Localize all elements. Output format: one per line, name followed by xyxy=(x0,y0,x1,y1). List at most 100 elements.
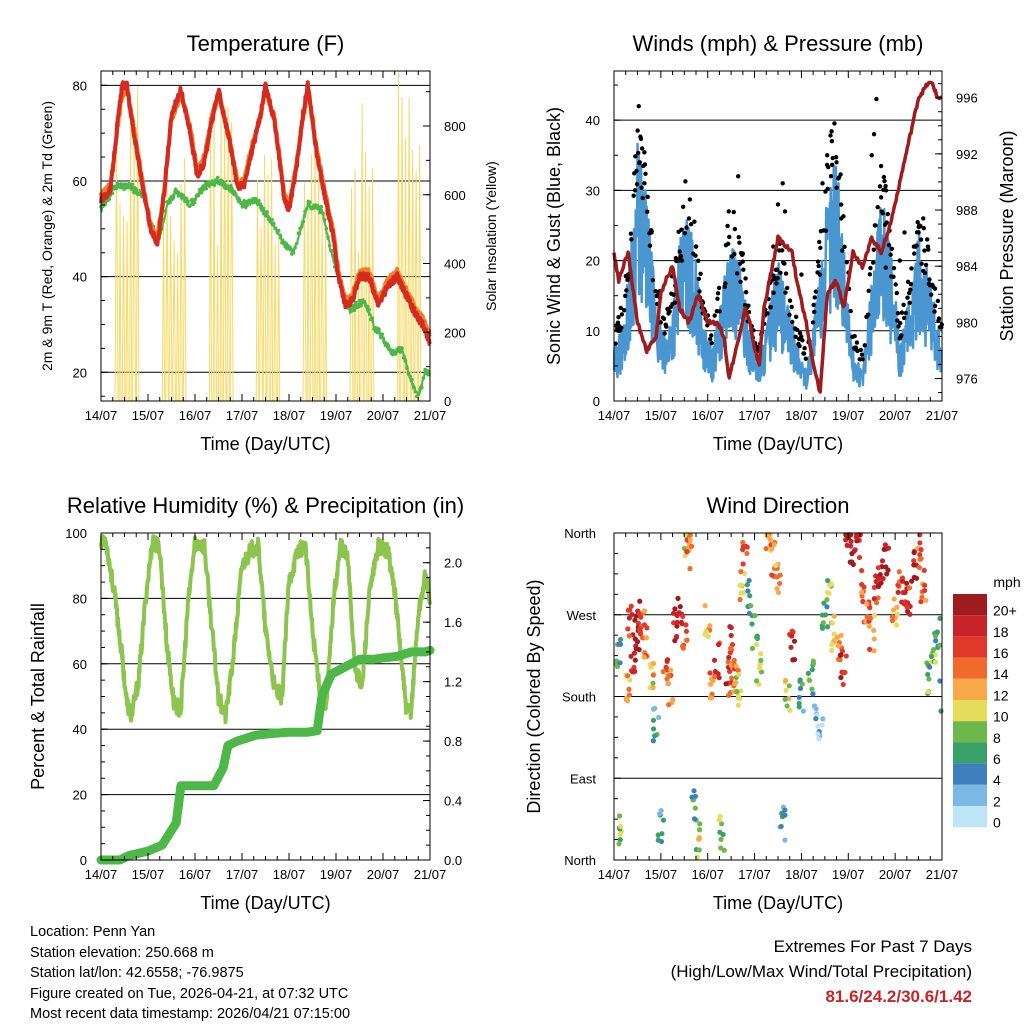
solar-spike xyxy=(165,183,169,402)
gust-point xyxy=(731,209,736,215)
direction-point xyxy=(752,613,758,619)
gust-point xyxy=(828,173,834,179)
direction-point xyxy=(629,612,635,618)
gust-point xyxy=(828,133,833,138)
dewpoint-point xyxy=(232,189,237,194)
direction-point xyxy=(650,717,657,723)
gust-point xyxy=(889,246,894,252)
direction-point xyxy=(797,685,804,692)
gust-point xyxy=(866,288,871,293)
gust-point xyxy=(902,230,907,235)
solar-spike xyxy=(212,109,216,402)
dewpoint-point xyxy=(260,208,265,213)
gust-point xyxy=(871,247,876,252)
dewpoint-point xyxy=(382,340,386,344)
gust-point xyxy=(919,261,924,266)
gust-point xyxy=(671,292,676,297)
gust-point xyxy=(715,291,721,296)
dewpoint-point xyxy=(197,187,202,192)
colorbar-swatch xyxy=(953,742,987,764)
series-station-pressure xyxy=(612,80,943,394)
direction-point xyxy=(720,831,726,838)
direction-point xyxy=(806,677,813,684)
direction-point xyxy=(884,571,890,577)
direction-point xyxy=(815,723,821,729)
gust-point xyxy=(793,334,798,340)
direction-point xyxy=(682,553,688,559)
direction-point xyxy=(655,837,661,843)
gust-point xyxy=(692,219,697,224)
dewpoint-point xyxy=(316,204,320,209)
gust-point xyxy=(640,195,645,201)
gust-point xyxy=(679,227,684,232)
solar-spike xyxy=(226,106,230,402)
x-tick-label: 15/07 xyxy=(132,867,165,882)
colorbar-tick-label: 16 xyxy=(993,645,1009,661)
gust-point xyxy=(789,304,794,310)
solar-spike xyxy=(172,240,176,402)
x-tick-label: 20/07 xyxy=(367,867,400,882)
gust-point xyxy=(693,253,698,258)
gust-point xyxy=(829,129,834,134)
gust-point xyxy=(638,136,644,142)
direction-point xyxy=(774,586,780,592)
direction-point xyxy=(871,584,877,590)
direction-point xyxy=(687,566,693,572)
gust-point xyxy=(642,181,647,186)
direction-point xyxy=(711,657,718,663)
gust-point xyxy=(787,298,793,303)
dewpoint-point xyxy=(365,304,370,309)
dewpoint-point xyxy=(352,308,357,313)
gust-point xyxy=(833,154,839,160)
gust-point xyxy=(637,160,642,165)
dewpoint-point xyxy=(107,197,112,201)
direction-point xyxy=(692,793,699,799)
gust-point xyxy=(649,230,654,235)
y-tick-label: 30 xyxy=(586,183,600,198)
dewpoint-point xyxy=(349,307,353,311)
direction-point xyxy=(866,623,872,629)
direction-point xyxy=(740,561,746,567)
direction-point xyxy=(799,681,805,687)
direction-point xyxy=(650,660,657,667)
direction-point xyxy=(723,681,729,687)
direction-point xyxy=(921,582,928,588)
gust-point xyxy=(826,164,831,170)
dewpoint-point xyxy=(321,211,325,216)
direction-point xyxy=(859,581,865,588)
direction-point xyxy=(921,567,927,574)
y-tick-label: 20 xyxy=(73,365,87,380)
x-tick-label: 14/07 xyxy=(598,408,631,423)
direction-point xyxy=(907,611,913,617)
recent-timestamp: Most recent data timestamp: 2026/04/21 0… xyxy=(30,1006,351,1022)
dewpoint-point xyxy=(184,196,189,201)
solar-spike xyxy=(360,103,364,402)
y-tick-label: North xyxy=(564,526,596,541)
direction-point xyxy=(689,543,695,549)
gust-point xyxy=(893,282,898,287)
direction-point xyxy=(727,624,733,630)
gust-point xyxy=(644,209,650,214)
direction-point xyxy=(656,811,663,817)
direction-point xyxy=(911,549,917,556)
gust-point xyxy=(899,310,905,315)
gust-point xyxy=(647,243,653,248)
gust-point xyxy=(696,276,702,282)
direction-point xyxy=(938,708,944,714)
gust-point xyxy=(884,220,889,225)
direction-point xyxy=(859,593,865,599)
direction-point xyxy=(873,600,880,606)
gust-point xyxy=(696,258,701,263)
solar-spike xyxy=(309,154,314,402)
dewpoint-point xyxy=(128,185,133,190)
series-total-precipitation xyxy=(96,645,435,865)
x-tick-label: 20/07 xyxy=(879,867,912,882)
gust-point xyxy=(680,204,686,209)
gust-point xyxy=(880,211,885,216)
gust-point xyxy=(619,325,624,330)
direction-point xyxy=(871,648,877,654)
direction-point xyxy=(883,564,889,570)
dewpoint-point xyxy=(118,185,123,190)
direction-point xyxy=(825,578,831,584)
